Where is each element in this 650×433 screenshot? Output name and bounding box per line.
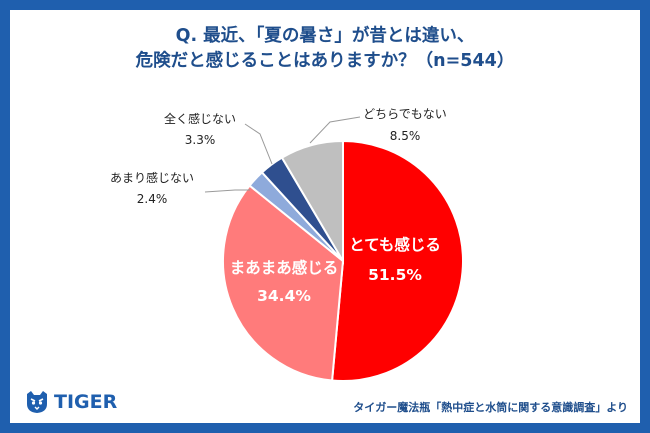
slice-value: 34.4% — [257, 287, 311, 305]
source-note: タイガー魔法瓶「熱中症と水筒に関する意識調査」より — [353, 401, 628, 414]
slice-value: 2.4% — [137, 192, 168, 206]
brand-logo: TIGER — [24, 390, 117, 414]
pie-slice — [331, 139, 464, 382]
pie-slice — [222, 184, 345, 382]
chart-title: Q. 最近、「夏の暑さ」が昔とは違い、 危険だと感じることはありますか？（n=5… — [10, 24, 640, 74]
slice-value: 8.5% — [390, 129, 421, 143]
leader-line — [309, 116, 361, 144]
tiger-head-icon — [27, 391, 47, 413]
slice-value: 51.5% — [368, 266, 422, 284]
slice-label: 全く感じない — [164, 111, 236, 126]
leader-line — [244, 123, 273, 165]
pie-chart: とても感じる 51.5% まあまあ感じる 34.4% あまり感じない 2.4% 全く感じない… — [110, 107, 464, 382]
slice-label: どちらでもない — [363, 107, 447, 121]
brand-name: TIGER — [54, 391, 118, 413]
leader-line — [204, 189, 250, 193]
chart-title-line-2: 危険だと感じることはありますか？（n=544） — [135, 51, 515, 71]
chart-card: Q. 最近、「夏の暑さ」が昔とは違い、 危険だと感じることはありますか？（n=5… — [10, 10, 640, 423]
slice-value: 3.3% — [185, 133, 216, 147]
chart-title-line-1: Q. 最近、「夏の暑さ」が昔とは違い、 — [175, 26, 475, 46]
slice-label: まあまあ感じる — [230, 258, 339, 277]
slice-label: あまり感じない — [110, 170, 194, 185]
pie-slice — [280, 139, 344, 265]
slice-label: とても感じる — [349, 235, 441, 254]
